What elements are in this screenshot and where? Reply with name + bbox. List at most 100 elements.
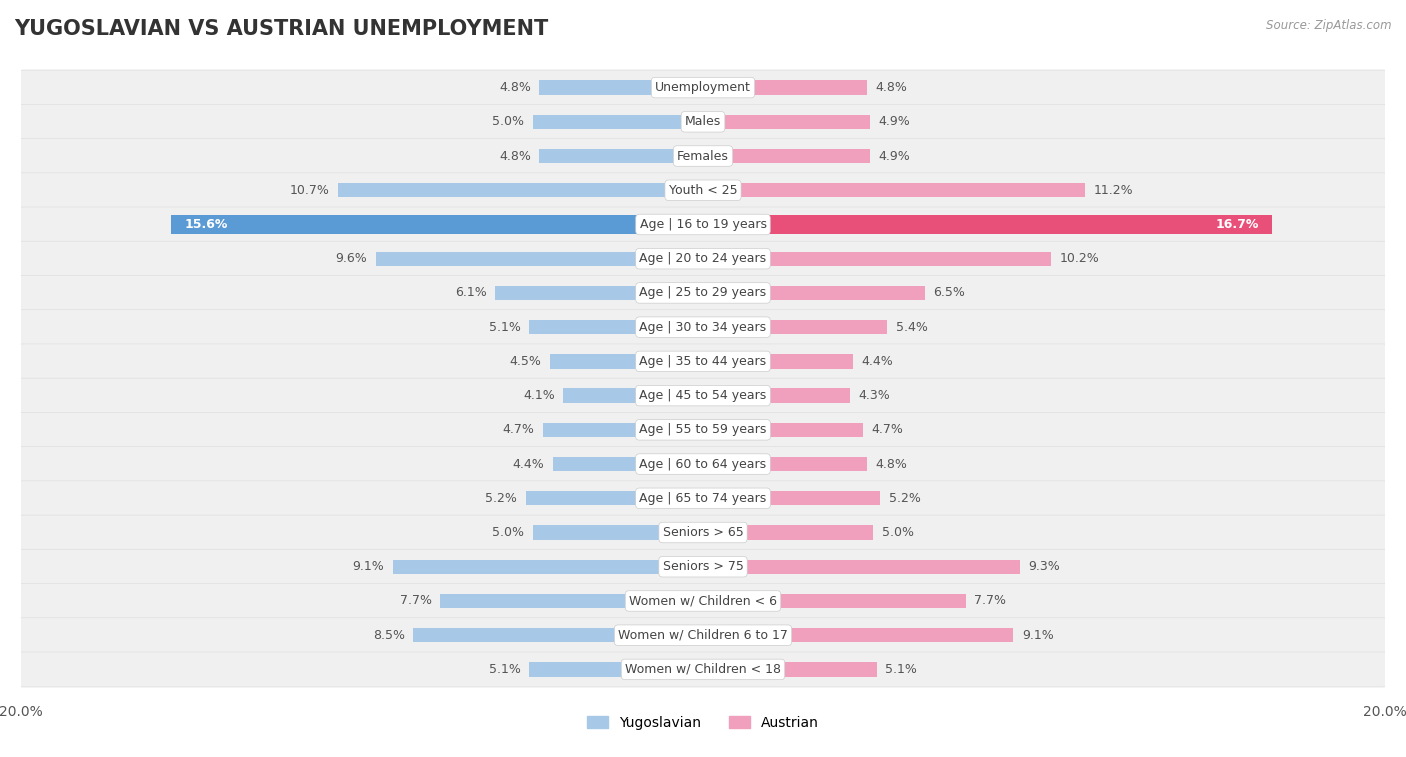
Text: Males: Males [685, 115, 721, 128]
Text: 4.4%: 4.4% [513, 457, 544, 471]
Text: 4.8%: 4.8% [875, 81, 907, 94]
Text: Women w/ Children 6 to 17: Women w/ Children 6 to 17 [619, 629, 787, 642]
Text: Youth < 25: Youth < 25 [669, 184, 737, 197]
Text: 5.2%: 5.2% [485, 492, 517, 505]
FancyBboxPatch shape [18, 104, 1388, 139]
FancyBboxPatch shape [18, 618, 1388, 653]
FancyBboxPatch shape [18, 310, 1388, 345]
FancyBboxPatch shape [18, 378, 1388, 413]
Text: Age | 55 to 59 years: Age | 55 to 59 years [640, 423, 766, 436]
Text: 6.1%: 6.1% [454, 286, 486, 300]
Legend: Yugoslavian, Austrian: Yugoslavian, Austrian [582, 710, 824, 735]
Text: 4.3%: 4.3% [858, 389, 890, 402]
Bar [703, 251, 1050, 266]
FancyBboxPatch shape [18, 481, 1388, 516]
FancyBboxPatch shape [18, 70, 1388, 105]
Text: Unemployment: Unemployment [655, 81, 751, 94]
Bar [529, 662, 703, 677]
FancyBboxPatch shape [18, 70, 1388, 105]
Text: Age | 45 to 54 years: Age | 45 to 54 years [640, 389, 766, 402]
FancyBboxPatch shape [18, 207, 1388, 242]
Text: 5.0%: 5.0% [882, 526, 914, 539]
Text: 5.1%: 5.1% [489, 321, 520, 334]
Text: 5.0%: 5.0% [492, 115, 524, 128]
Text: 4.7%: 4.7% [502, 423, 534, 436]
Bar [540, 149, 703, 164]
Bar [703, 491, 880, 506]
FancyBboxPatch shape [18, 139, 1388, 173]
Text: 5.1%: 5.1% [886, 663, 917, 676]
Text: Age | 30 to 34 years: Age | 30 to 34 years [640, 321, 766, 334]
Text: 5.4%: 5.4% [896, 321, 928, 334]
Bar [529, 320, 703, 335]
FancyBboxPatch shape [18, 310, 1388, 344]
Bar [703, 114, 870, 129]
Bar [375, 251, 703, 266]
Text: 4.5%: 4.5% [509, 355, 541, 368]
Bar [339, 183, 703, 198]
FancyBboxPatch shape [18, 276, 1388, 310]
FancyBboxPatch shape [18, 481, 1388, 516]
Bar [703, 149, 870, 164]
Text: Age | 35 to 44 years: Age | 35 to 44 years [640, 355, 766, 368]
Text: Age | 20 to 24 years: Age | 20 to 24 years [640, 252, 766, 265]
Text: 16.7%: 16.7% [1215, 218, 1258, 231]
Bar [392, 559, 703, 574]
FancyBboxPatch shape [18, 549, 1388, 584]
FancyBboxPatch shape [18, 378, 1388, 413]
Bar [703, 628, 1014, 643]
Text: Age | 60 to 64 years: Age | 60 to 64 years [640, 457, 766, 471]
Bar [526, 491, 703, 506]
FancyBboxPatch shape [18, 618, 1388, 653]
FancyBboxPatch shape [18, 583, 1388, 618]
Text: 4.7%: 4.7% [872, 423, 904, 436]
Bar [440, 593, 703, 608]
Text: Women w/ Children < 6: Women w/ Children < 6 [628, 594, 778, 607]
Text: 4.9%: 4.9% [879, 150, 910, 163]
FancyBboxPatch shape [18, 344, 1388, 379]
Bar [540, 80, 703, 95]
Bar [703, 662, 877, 677]
FancyBboxPatch shape [18, 344, 1388, 378]
Text: Source: ZipAtlas.com: Source: ZipAtlas.com [1267, 19, 1392, 32]
Bar [703, 593, 966, 608]
FancyBboxPatch shape [18, 652, 1388, 687]
Bar [703, 388, 849, 403]
Text: 6.5%: 6.5% [934, 286, 965, 300]
Text: 7.7%: 7.7% [974, 594, 1007, 607]
FancyBboxPatch shape [18, 173, 1388, 208]
Text: 8.5%: 8.5% [373, 629, 405, 642]
FancyBboxPatch shape [18, 447, 1388, 482]
Bar [550, 354, 703, 369]
FancyBboxPatch shape [18, 515, 1388, 550]
Bar [703, 285, 925, 300]
Text: 15.6%: 15.6% [184, 218, 228, 231]
FancyBboxPatch shape [18, 241, 1388, 276]
Text: Age | 16 to 19 years: Age | 16 to 19 years [640, 218, 766, 231]
Text: 10.7%: 10.7% [290, 184, 329, 197]
Text: Age | 25 to 29 years: Age | 25 to 29 years [640, 286, 766, 300]
Text: 4.1%: 4.1% [523, 389, 555, 402]
Text: 4.8%: 4.8% [499, 81, 531, 94]
FancyBboxPatch shape [18, 515, 1388, 550]
FancyBboxPatch shape [18, 139, 1388, 174]
Bar [703, 457, 866, 472]
Text: 11.2%: 11.2% [1094, 184, 1133, 197]
Bar [533, 525, 703, 540]
Bar [703, 80, 866, 95]
Text: Seniors > 65: Seniors > 65 [662, 526, 744, 539]
Bar [703, 183, 1085, 198]
Text: 5.1%: 5.1% [489, 663, 520, 676]
Text: Age | 65 to 74 years: Age | 65 to 74 years [640, 492, 766, 505]
Text: 9.3%: 9.3% [1029, 560, 1060, 573]
Text: 5.2%: 5.2% [889, 492, 921, 505]
Text: 9.1%: 9.1% [1022, 629, 1053, 642]
Text: 10.2%: 10.2% [1059, 252, 1099, 265]
Bar [703, 354, 853, 369]
Bar [703, 525, 873, 540]
FancyBboxPatch shape [18, 275, 1388, 310]
Bar [703, 422, 863, 437]
Bar [413, 628, 703, 643]
Bar [553, 457, 703, 472]
Text: 4.9%: 4.9% [879, 115, 910, 128]
